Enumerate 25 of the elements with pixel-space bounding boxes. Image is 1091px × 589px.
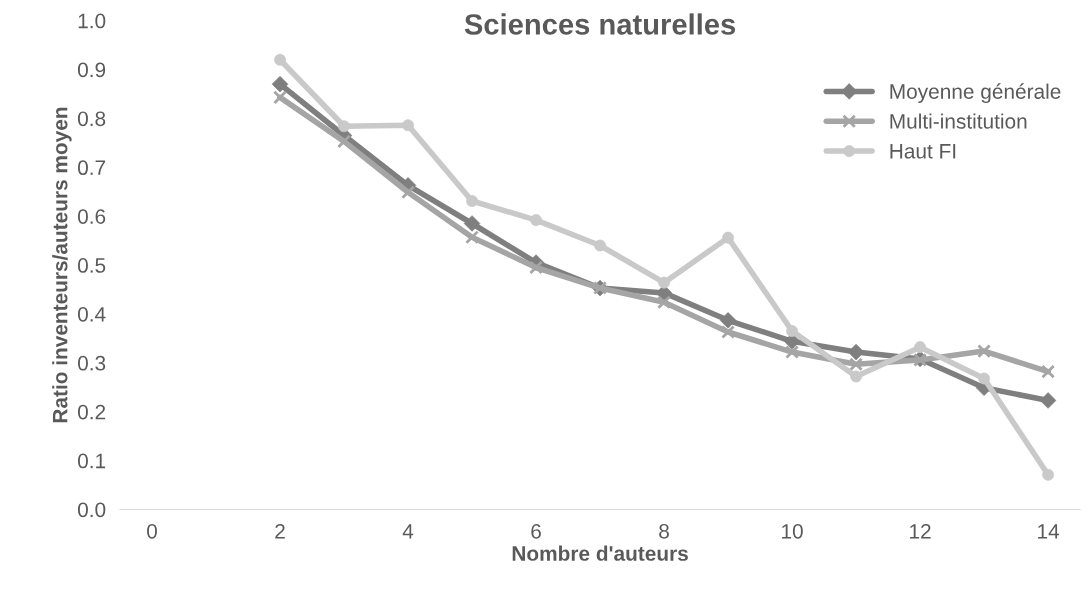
x-tick-label: 4 xyxy=(402,524,414,539)
x-tick-label: 2 xyxy=(275,523,285,539)
x-tick-label: 8 xyxy=(659,523,669,539)
y-tick-label: 0.0 xyxy=(77,502,106,518)
x-tick-label: 6 xyxy=(531,523,541,539)
x-tick-label: 0 xyxy=(147,523,157,539)
chart-title: Sciences naturelles xyxy=(464,13,736,35)
y-axis-title: Ratio inventeurs/auteurs moyen xyxy=(52,107,72,423)
legend-label: Moyenne générale xyxy=(890,83,1061,104)
legend-label: Multi-institution xyxy=(890,113,1027,129)
y-tick-label: 1.0 xyxy=(78,13,106,29)
y-tick-label: 0.3 xyxy=(77,355,106,371)
y-tick-label: 0.2 xyxy=(77,404,106,420)
y-tick-label: 0.4 xyxy=(77,306,106,322)
x-axis-title: Nombre d'auteurs xyxy=(512,545,688,561)
x-tick-label: 14 xyxy=(1038,524,1060,539)
y-tick-label: 0.6 xyxy=(77,209,106,224)
y-tick-label: 0.8 xyxy=(77,111,106,127)
y-tick-label: 0.5 xyxy=(77,258,106,273)
x-tick-label: 10 xyxy=(782,523,803,539)
y-tick-label: 0.1 xyxy=(77,453,106,469)
legend-label: Haut FI xyxy=(890,144,956,159)
y-tick-label: 0.7 xyxy=(77,160,106,176)
x-tick-label: 12 xyxy=(910,523,931,539)
y-tick-label: 0.9 xyxy=(77,62,106,78)
